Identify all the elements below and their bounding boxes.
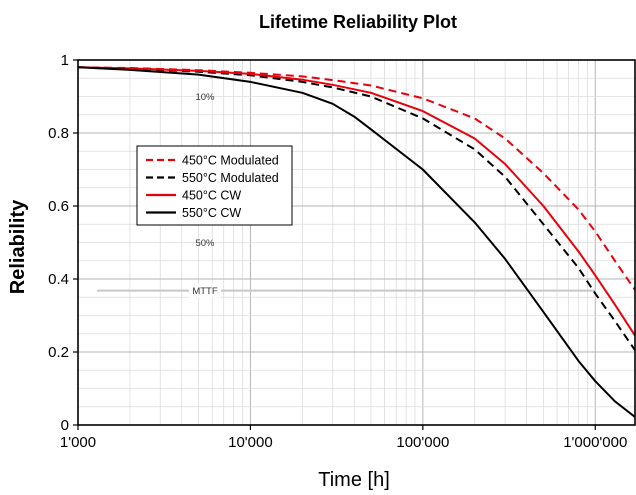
reference-label-mttf: MTTF bbox=[192, 286, 218, 297]
plot-frame bbox=[77, 59, 636, 426]
reference-label-10pct: 10% bbox=[195, 92, 215, 103]
y-axis-label: Reliability bbox=[7, 199, 29, 294]
y-tick-label: 0.8 bbox=[48, 125, 69, 142]
reference-label-50pct: 50% bbox=[195, 238, 215, 249]
x-tick-label: 1'000 bbox=[60, 434, 96, 451]
reference-lines: 10% 50% MTTF bbox=[97, 92, 596, 298]
x-tick-label: 100'000 bbox=[396, 434, 449, 451]
legend-label-3: 450°C CW bbox=[182, 189, 241, 203]
axis-ticks: 1'000 10'000 100'000 1'000'000 0 0.2 0.4 0.6 0.8… bbox=[48, 52, 627, 451]
legend-label-2: 550°C Modulated bbox=[182, 171, 279, 185]
legend-label-1: 450°C Modulated bbox=[182, 154, 279, 168]
chart-title: Lifetime Reliability Plot bbox=[259, 12, 457, 32]
legend-label-4: 550°C CW bbox=[182, 206, 241, 220]
legend: 450°C Modulated 550°C Modulated 450°C CW 55… bbox=[136, 145, 293, 226]
y-tick-label: 0 bbox=[61, 417, 69, 434]
y-tick-label: 0.2 bbox=[48, 344, 69, 361]
grid bbox=[78, 60, 635, 425]
series-lines bbox=[77, 66, 636, 418]
reference-label-bg bbox=[189, 283, 221, 298]
x-tick-label: 1'000'000 bbox=[563, 434, 627, 451]
y-tick-label: 1 bbox=[61, 52, 69, 69]
series-line-4 bbox=[77, 66, 636, 418]
y-tick-label: 0.4 bbox=[48, 271, 69, 288]
x-axis-label: Time [h] bbox=[318, 469, 390, 490]
x-tick-label: 10'000 bbox=[228, 434, 273, 451]
y-tick-label: 0.6 bbox=[48, 198, 69, 215]
series-line-3 bbox=[77, 66, 636, 337]
